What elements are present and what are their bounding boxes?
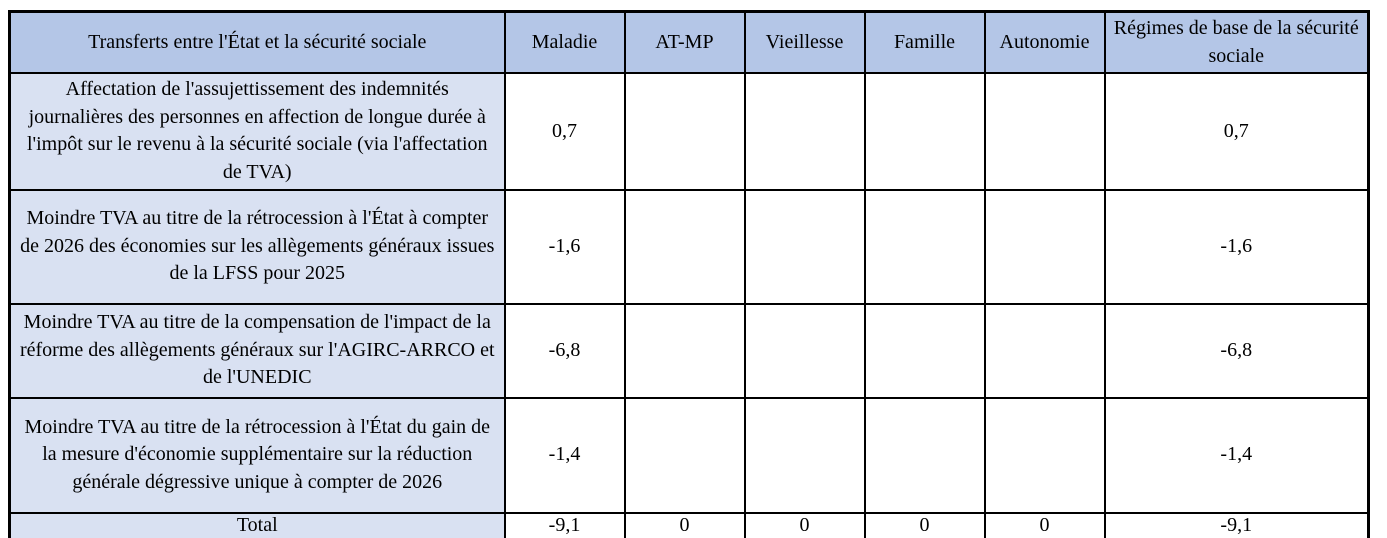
- total-cell-maladie: -9,1: [503, 511, 626, 538]
- table-row: Affectation de l'assujettissement des in…: [8, 72, 1370, 191]
- total-cell-at-mp: 0: [623, 511, 746, 538]
- value-cell-at-mp: [623, 188, 746, 305]
- value-cell-autonomie: [983, 72, 1106, 191]
- total-cell-famille: 0: [863, 511, 986, 538]
- column-header-maladie: Maladie: [503, 10, 626, 75]
- value-cell-regimes: 0,7: [1103, 72, 1370, 191]
- row-label: Affectation de l'assujettissement des in…: [8, 72, 506, 191]
- value-cell-famille: [863, 396, 986, 514]
- table-header-row: Transferts entre l'État et la sécurité s…: [8, 10, 1370, 75]
- value-cell-regimes: -6,8: [1103, 302, 1370, 399]
- value-cell-famille: [863, 188, 986, 305]
- value-cell-maladie: -1,6: [503, 188, 626, 305]
- column-header-vieillesse: Vieillesse: [743, 10, 866, 75]
- row-label: Moindre TVA au titre de la rétrocession …: [8, 396, 506, 514]
- value-cell-autonomie: [983, 302, 1106, 399]
- value-cell-famille: [863, 302, 986, 399]
- column-header-at-mp: AT-MP: [623, 10, 746, 75]
- table-row: Moindre TVA au titre de la rétrocession …: [8, 188, 1370, 305]
- value-cell-at-mp: [623, 72, 746, 191]
- column-header-famille: Famille: [863, 10, 986, 75]
- column-header-autonomie: Autonomie: [983, 10, 1106, 75]
- total-label: Total: [8, 511, 506, 538]
- transfers-table: Transferts entre l'État et la sécurité s…: [8, 10, 1370, 538]
- column-header-regimes-de-base: Régimes de base de la sécurité sociale: [1103, 10, 1370, 75]
- value-cell-vieillesse: [743, 302, 866, 399]
- value-cell-vieillesse: [743, 188, 866, 305]
- value-cell-vieillesse: [743, 396, 866, 514]
- table-row: Moindre TVA au titre de la compensation …: [8, 302, 1370, 399]
- total-cell-regimes: -9,1: [1103, 511, 1370, 538]
- value-cell-regimes: -1,6: [1103, 188, 1370, 305]
- total-row: Total -9,1 0 0 0 0 -9,1: [8, 511, 1370, 538]
- total-cell-autonomie: 0: [983, 511, 1106, 538]
- table-row: Moindre TVA au titre de la rétrocession …: [8, 396, 1370, 514]
- row-label: Moindre TVA au titre de la rétrocession …: [8, 188, 506, 305]
- value-cell-maladie: -1,4: [503, 396, 626, 514]
- total-cell-vieillesse: 0: [743, 511, 866, 538]
- value-cell-autonomie: [983, 188, 1106, 305]
- row-label: Moindre TVA au titre de la compensation …: [8, 302, 506, 399]
- value-cell-vieillesse: [743, 72, 866, 191]
- value-cell-at-mp: [623, 396, 746, 514]
- value-cell-autonomie: [983, 396, 1106, 514]
- column-header-transfers: Transferts entre l'État et la sécurité s…: [8, 10, 506, 75]
- value-cell-regimes: -1,4: [1103, 396, 1370, 514]
- value-cell-maladie: 0,7: [503, 72, 626, 191]
- value-cell-at-mp: [623, 302, 746, 399]
- value-cell-maladie: -6,8: [503, 302, 626, 399]
- value-cell-famille: [863, 72, 986, 191]
